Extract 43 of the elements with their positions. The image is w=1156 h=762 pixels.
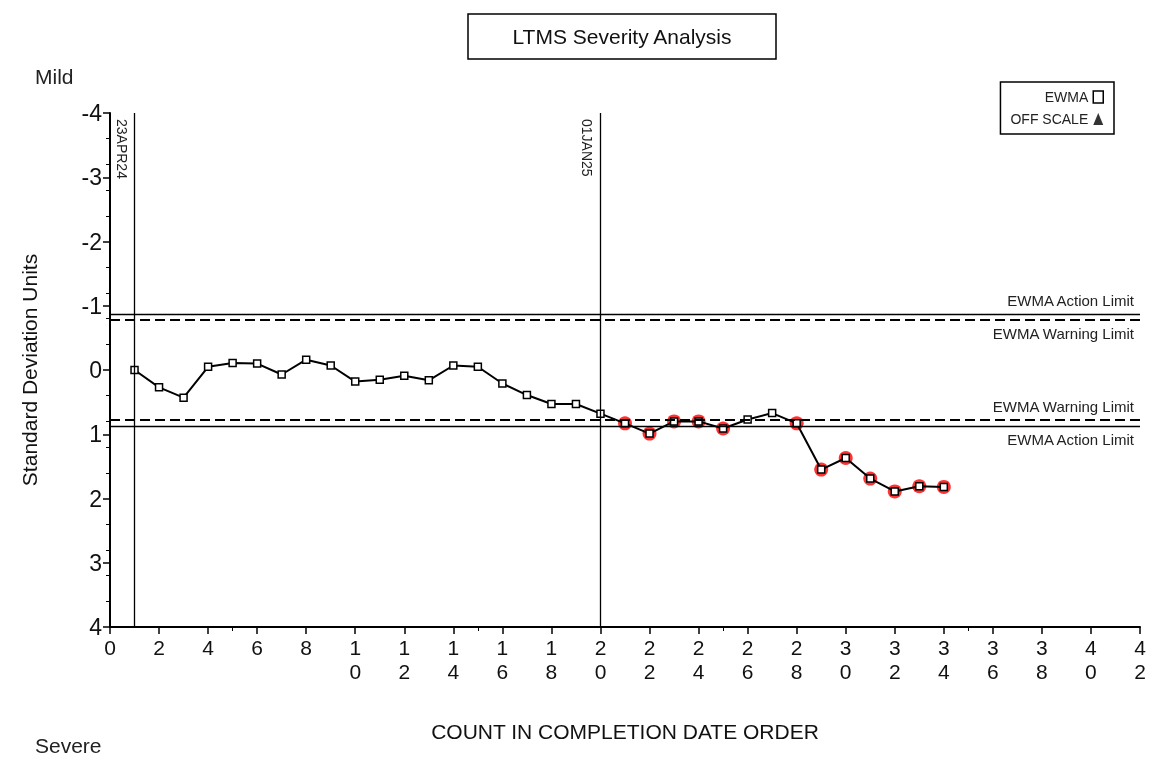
legend-label: OFF SCALE <box>1010 111 1089 127</box>
legend-label: EWMA <box>1044 89 1089 105</box>
y-tick-label: -1 <box>81 292 102 319</box>
y-tick-label: -2 <box>81 228 102 255</box>
y-tick-label: -4 <box>81 100 103 126</box>
x-tick-label: 3 0 <box>839 635 852 683</box>
x-tick-label: 1 8 <box>545 635 558 683</box>
x-tick-label: 3 2 <box>888 635 901 683</box>
x-axis-title: COUNT IN COMPLETION DATE ORDER <box>431 720 819 743</box>
y-tick-label: 4 <box>89 614 103 640</box>
y-axis-title: Standard Deviation Units <box>18 253 41 487</box>
x-tick-label: 4 0 <box>1085 635 1098 683</box>
ref-line-label: 23APR24 <box>113 119 130 180</box>
x-tick-label: 6 <box>251 635 263 659</box>
ref-line-label: 01JAN25 <box>579 119 596 177</box>
y-tick-label: 2 <box>89 485 102 512</box>
ref-line-label: EWMA Warning Limit <box>992 324 1135 342</box>
x-tick-label: 2 4 <box>692 635 705 683</box>
x-tick-label: 2 6 <box>741 635 754 683</box>
x-tick-label: 2 2 <box>643 635 656 683</box>
x-tick-label: 8 <box>300 635 313 659</box>
x-tick-label: 3 8 <box>1036 635 1048 683</box>
x-tick-label: 1 2 <box>398 635 411 683</box>
ref-line-label: EWMA Action Limit <box>1007 292 1135 310</box>
x-tick-label: 3 6 <box>987 635 999 683</box>
y-tick-label: 1 <box>89 421 102 448</box>
text: Severe <box>35 734 102 757</box>
y-tick-label: 0 <box>89 357 102 383</box>
x-tick-label: 2 <box>153 635 165 659</box>
ref-line-label: EWMA Warning Limit <box>992 398 1135 416</box>
y-tick-label: -3 <box>81 164 102 191</box>
x-tick-label: 2 0 <box>594 635 607 683</box>
x-tick-label: 3 4 <box>937 635 950 683</box>
x-tick-label: 1 6 <box>496 635 509 683</box>
ref-line-label: EWMA Action Limit <box>1007 430 1135 448</box>
x-tick-label: 1 0 <box>349 635 362 683</box>
x-tick-label: 4 2 <box>1134 635 1147 683</box>
x-tick-label: 1 4 <box>447 635 460 683</box>
chart-title: LTMS Severity Analysis <box>512 25 732 48</box>
x-tick-label: 2 8 <box>790 635 803 683</box>
x-tick-label: 4 <box>202 635 215 659</box>
text: Mild <box>35 65 74 88</box>
y-tick-label: 3 <box>89 549 102 576</box>
